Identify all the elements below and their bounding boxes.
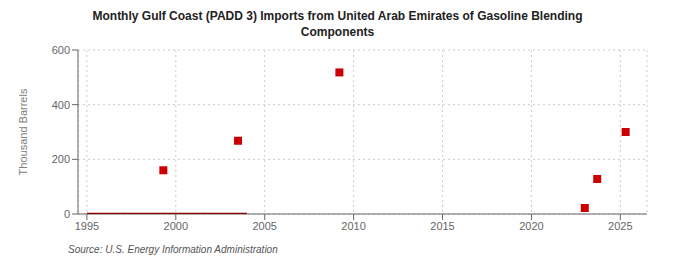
svg-text:2000: 2000 bbox=[164, 220, 188, 232]
html-text:Monthly Gulf Coast (PADD 3) Im: Monthly Gulf Coast (PADD 3) Imports from… bbox=[92, 9, 583, 23]
svg-text:0: 0 bbox=[64, 208, 70, 220]
svg-text:Thousand Barrels: Thousand Barrels bbox=[17, 88, 29, 175]
svg-text:200: 200 bbox=[52, 153, 70, 165]
svg-text:2010: 2010 bbox=[341, 220, 365, 232]
svg-text:2025: 2025 bbox=[608, 220, 632, 232]
svg-text:2005: 2005 bbox=[252, 220, 276, 232]
svg-text:2020: 2020 bbox=[519, 220, 543, 232]
svg-text:400: 400 bbox=[52, 99, 70, 111]
html-text:Components: Components bbox=[300, 25, 375, 39]
svg-text:2015: 2015 bbox=[430, 220, 454, 232]
svg-text:1995: 1995 bbox=[75, 220, 99, 232]
html-text:Source: U.S. Energy Informatio: Source: U.S. Energy Information Administ… bbox=[68, 244, 278, 255]
svg-text:600: 600 bbox=[52, 44, 70, 56]
